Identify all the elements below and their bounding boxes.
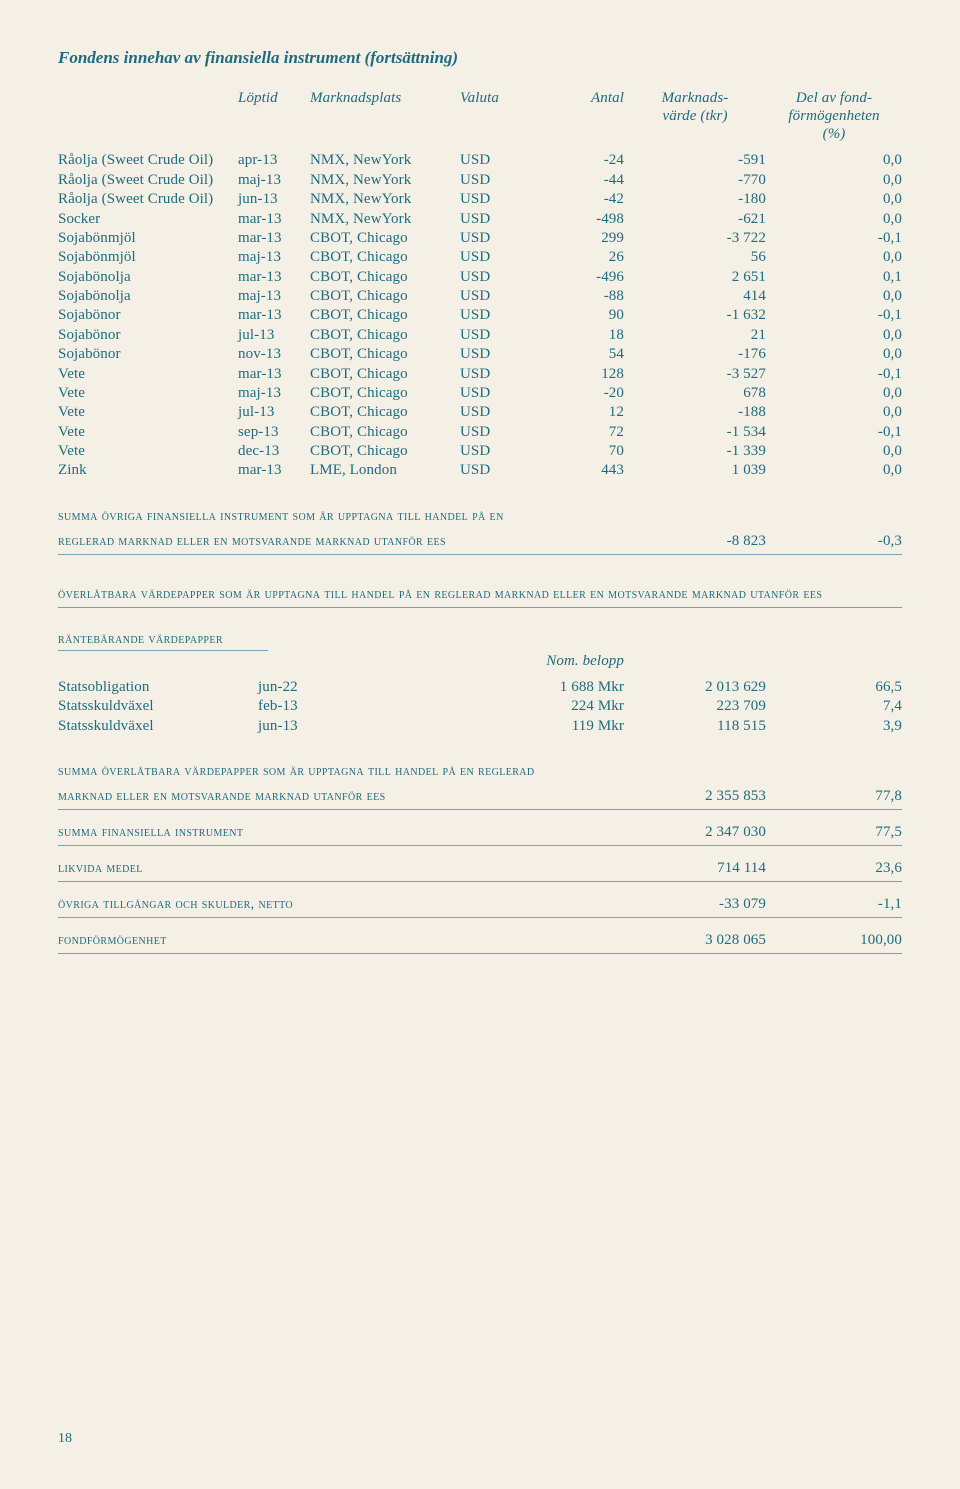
table-row: Vetemaj-13CBOT, ChicagoUSD-206780,0	[58, 384, 902, 403]
table-row: Råolja (Sweet Crude Oil)apr-13NMX, NewYo…	[58, 151, 902, 170]
section2-subhead: räntebärande värdepapper	[58, 632, 268, 651]
page-title: Fondens innehav av finansiella instrumen…	[58, 48, 902, 68]
table-row: Sojabönmjölmar-13CBOT, ChicagoUSD299-3 7…	[58, 229, 902, 248]
summary-row: övriga tillgångar och skulder, netto-33 …	[58, 892, 902, 918]
table-row: Vetesep-13CBOT, ChicagoUSD72-1 534-0,1	[58, 422, 902, 441]
table-row: Statsobligationjun-221 688 Mkr2 013 6296…	[58, 678, 902, 697]
sum-ovriga: summa övriga finansiella instrument som …	[58, 505, 902, 555]
page-number: 18	[58, 1431, 72, 1447]
table-row: Vetedec-13CBOT, ChicagoUSD70-1 3390,0	[58, 442, 902, 461]
col-antal: Antal	[528, 88, 624, 151]
col-mv: Marknads- värde (tkr)	[624, 88, 766, 151]
col-loptid: Löptid	[238, 88, 310, 151]
table-row: Vetemar-13CBOT, ChicagoUSD128-3 527-0,1	[58, 364, 902, 383]
sum1-pct: -0,3	[766, 529, 902, 555]
table-row: Råolja (Sweet Crude Oil)jun-13NMX, NewYo…	[58, 190, 902, 209]
table-row: Råolja (Sweet Crude Oil)maj-13NMX, NewYo…	[58, 171, 902, 190]
sum1-label-a: summa övriga finansiella instrument som …	[58, 505, 624, 529]
summary-row: summa överlåtbara värdepapper som är upp…	[58, 760, 902, 810]
table-row: Sojabönoljamaj-13CBOT, ChicagoUSD-884140…	[58, 287, 902, 306]
table-row: Sojabönormar-13CBOT, ChicagoUSD90-1 632-…	[58, 306, 902, 325]
col-plats: Marknadsplats	[310, 88, 460, 151]
summary-row: likvida medel714 11423,6	[58, 856, 902, 882]
table-row: Statsskuldväxelfeb-13224 Mkr223 7097,4	[58, 697, 902, 716]
col-valuta: Valuta	[460, 88, 528, 151]
summary-row: fondförmögenhet3 028 065100,00	[58, 928, 902, 954]
table-row: Sojabönornov-13CBOT, ChicagoUSD54-1760,0	[58, 345, 902, 364]
table-row: Sockermar-13NMX, NewYorkUSD-498-6210,0	[58, 209, 902, 228]
holdings-table: Löptid Marknadsplats Valuta Antal Markna…	[58, 88, 902, 481]
section2-head: överlåtbara värdepapper som är upptagna …	[58, 587, 902, 608]
col-pct: Del av fond- förmögenheten (%)	[766, 88, 902, 151]
sum1-label-b: reglerad marknad eller en motsvarande ma…	[58, 529, 624, 555]
table-row: Sojabönorjul-13CBOT, ChicagoUSD18210,0	[58, 326, 902, 345]
table-row: Vetejul-13CBOT, ChicagoUSD12-1880,0	[58, 403, 902, 422]
bonds-table: Nom. belopp Statsobligationjun-221 688 M…	[58, 651, 902, 736]
table-row: Zinkmar-13LME, LondonUSD4431 0390,0	[58, 461, 902, 480]
col-nom: Nom. belopp	[368, 651, 624, 678]
table-row: Sojabönmjölmaj-13CBOT, ChicagoUSD26560,0	[58, 248, 902, 267]
summary-row: summa finansiella instrument2 347 03077,…	[58, 820, 902, 846]
sum1-mv: -8 823	[624, 529, 766, 555]
table-row: Sojabönoljamar-13CBOT, ChicagoUSD-4962 6…	[58, 267, 902, 286]
table-row: Statsskuldväxeljun-13119 Mkr118 5153,9	[58, 717, 902, 736]
